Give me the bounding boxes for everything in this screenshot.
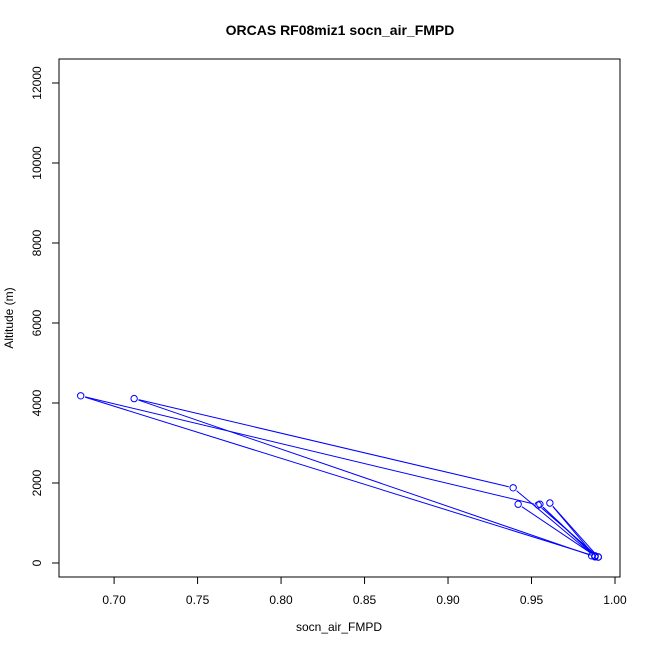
x-axis: 0.70 0.75 0.80 0.85 0.90 0.95 1.00	[102, 576, 627, 607]
y-tick-label: 10000	[30, 146, 44, 180]
series-line-segment	[138, 399, 509, 488]
y-axis-label: Altitude (m)	[2, 287, 16, 348]
series-line-segment	[521, 506, 592, 554]
y-tick-label: 6000	[30, 309, 44, 336]
data-point	[514, 500, 522, 508]
x-tick-label: 0.85	[353, 593, 377, 607]
data-point	[130, 394, 138, 403]
series-line-segment	[552, 506, 596, 554]
series-line-segment	[84, 396, 591, 556]
y-tick-label: 0	[30, 559, 44, 566]
data-point	[534, 501, 542, 509]
x-tick-label: 0.75	[186, 593, 210, 607]
data-point	[77, 392, 85, 400]
series-line-segment	[516, 490, 592, 555]
y-tick-label: 4000	[30, 389, 44, 416]
y-tick-label: 12000	[30, 66, 44, 100]
series-line-segment	[541, 507, 596, 555]
x-axis-label: socn_air_FMPD	[296, 620, 382, 634]
y-tick-label: 8000	[30, 229, 44, 256]
data-point	[591, 552, 599, 560]
y-tick-label: 2000	[30, 469, 44, 496]
x-tick-label: 1.00	[603, 593, 627, 607]
series-line-segment	[138, 399, 591, 556]
y-axis: 0 2000 4000 6000 8000 10000 12000	[30, 66, 60, 566]
data-point	[546, 499, 554, 507]
x-tick-label: 0.70	[102, 593, 126, 607]
series-line-segment	[84, 396, 534, 505]
x-tick-label: 0.90	[436, 593, 460, 607]
data-point	[509, 484, 517, 492]
series-layer	[77, 392, 602, 561]
data-point	[587, 552, 596, 560]
chart-title: ORCAS RF08miz1 socn_air_FMPD	[226, 22, 455, 38]
x-tick-label: 0.80	[269, 593, 293, 607]
x-tick-label: 0.95	[520, 593, 544, 607]
plot-frame	[58, 58, 621, 578]
